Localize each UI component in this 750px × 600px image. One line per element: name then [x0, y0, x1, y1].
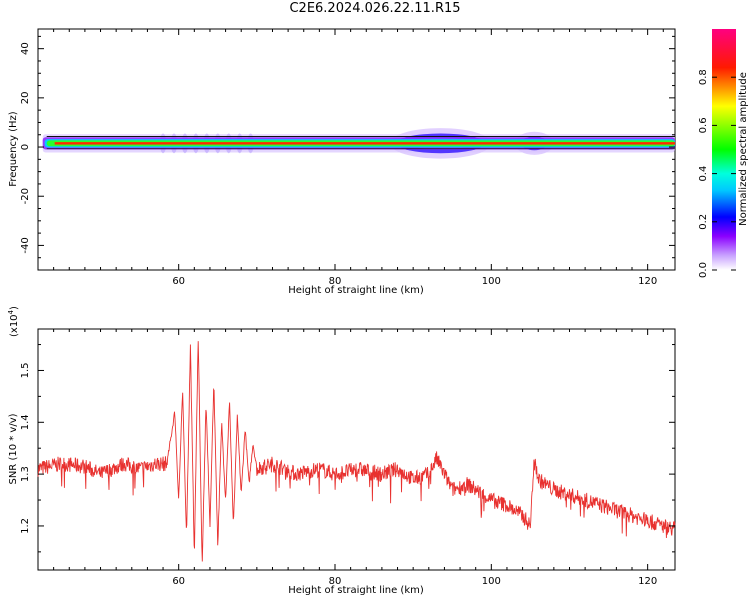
y-tick-label: -40	[20, 237, 31, 253]
snr-scale-label: (x10	[9, 314, 20, 337]
snr-x-ticks: 60 80 100 120	[37, 329, 664, 587]
snr-scale-factor: (x104)	[7, 306, 20, 337]
x-tick-label: 80	[329, 276, 342, 287]
spectrogram-x-label: Height of straight line (km)	[288, 285, 424, 296]
y-tick-label: 1.4	[20, 414, 31, 430]
snr-x-label: Height of straight line (km)	[288, 585, 424, 596]
snr-plot: 60 80 100 120 1.2 1.3 1.4 1.5 Height of straig…	[7, 306, 676, 596]
y-tick-label: 1.2	[20, 518, 31, 534]
snr-frame	[37, 328, 676, 571]
figure-title: C2E6.2024.026.22.11.R15	[289, 1, 461, 16]
colorbar-tick-label: 0.8	[698, 69, 709, 85]
x-tick-label: 60	[172, 576, 185, 587]
x-tick-label: 100	[482, 276, 501, 287]
colorbar-tick-label: 0.4	[698, 166, 709, 182]
y-tick-label: 20	[20, 91, 31, 104]
band-peak	[54, 142, 675, 145]
y-tick-label: 0	[20, 144, 31, 150]
snr-y-ticks: 1.2 1.3 1.4 1.5	[20, 344, 675, 553]
colorbar: 0.0 0.2 0.4 0.6 0.8 Normalized spectral ampl…	[698, 29, 749, 278]
y-tick-label: 40	[20, 42, 31, 55]
spectrogram-band	[42, 128, 675, 159]
spectrogram-frame	[37, 28, 676, 271]
spectrogram-y-label: Frequency (Hz)	[8, 111, 19, 187]
colorbar-label: Normalized spectral amplitude	[738, 72, 749, 226]
x-tick-label: 60	[172, 276, 185, 287]
x-tick-label: 120	[638, 576, 657, 587]
x-tick-label: 120	[638, 276, 657, 287]
snr-scale-exponent: 4	[7, 309, 15, 314]
colorbar-ticks: 0.0 0.2 0.4 0.6 0.8	[698, 69, 736, 278]
colorbar-tick-label: 0.2	[698, 214, 709, 230]
x-tick-label: 80	[329, 576, 342, 587]
colorbar-scale	[712, 29, 736, 270]
colorbar-tick-label: 0.6	[698, 117, 709, 133]
snr-series-line	[37, 341, 676, 562]
colorbar-tick-label: 0.0	[698, 262, 709, 278]
spectrogram-x-ticks: 60 80 100 120	[37, 29, 664, 287]
spectrogram-plot: 60 80 100 120 -40 -20 0 20 40 Height of straigh…	[8, 28, 676, 296]
spectrogram-y-ticks: -40 -20 0 20 40	[20, 35, 675, 271]
x-tick-label: 100	[482, 576, 501, 587]
y-tick-label: 1.3	[20, 466, 31, 482]
y-tick-label: -20	[20, 188, 31, 204]
y-tick-label: 1.5	[20, 363, 31, 379]
svg-text:(x104): (x104)	[7, 306, 20, 337]
snr-y-label: SNR (10 * v/v)	[8, 413, 19, 484]
